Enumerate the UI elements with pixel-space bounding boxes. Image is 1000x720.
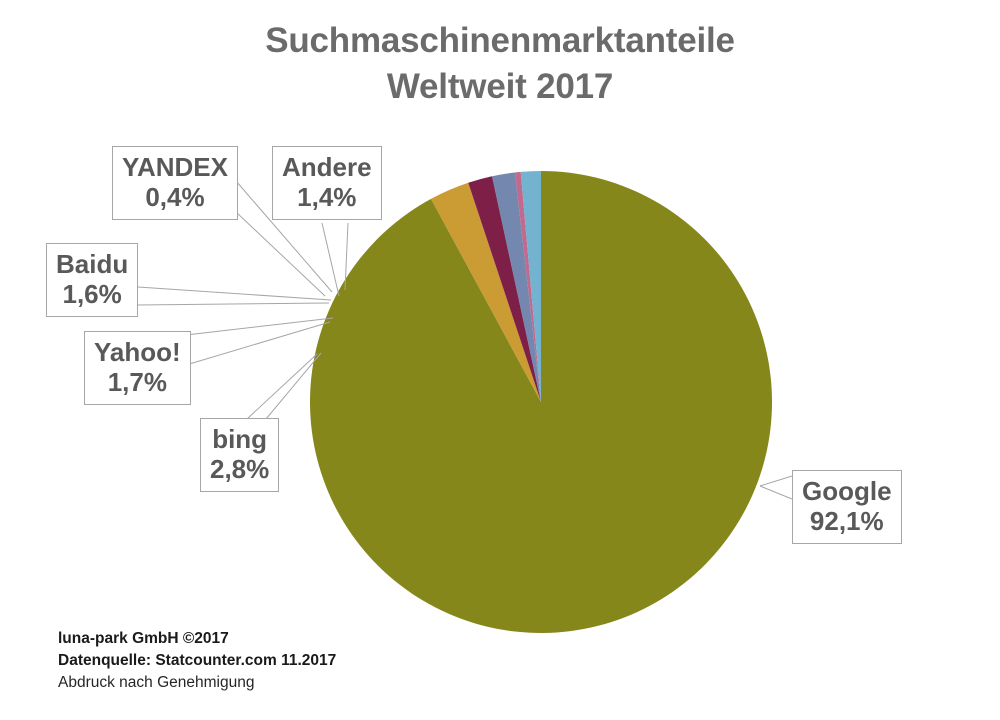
leader-line-bing <box>246 352 322 420</box>
pie-slice-andere[interactable] <box>520 171 541 402</box>
pie-label-google[interactable]: Google 92,1% <box>792 470 902 545</box>
leader-line-google <box>759 475 793 500</box>
leader-line-yahoo <box>185 317 334 366</box>
page-title: Suchmaschinenmarktanteile Weltweit 2017 <box>0 18 1000 109</box>
footer-copyright-text: luna-park GmbH ©2017 <box>58 630 229 647</box>
pie-label-baidu[interactable]: Baidu 1,6% <box>46 243 139 318</box>
pie-label-baidu-value: 1,6% <box>62 279 122 310</box>
footer-datasource: Datenquelle: Statcounter.com 11.2017 <box>58 652 337 669</box>
pie-slice-google[interactable] <box>310 171 773 634</box>
pie-label-yahoo-name: Yahoo! <box>94 337 181 367</box>
pie-slice-yahoo[interactable] <box>468 176 541 402</box>
pie-label-yahoo[interactable]: Yahoo! 1,7% <box>84 331 191 406</box>
pie-label-bing-value: 2,8% <box>210 454 270 485</box>
footer-attribution: luna-park GmbH ©2017 Datenquelle: Statco… <box>58 628 336 694</box>
pie-label-andere[interactable]: Andere 1,4% <box>272 146 382 221</box>
pie-label-bing[interactable]: bing 2,8% <box>200 418 280 493</box>
pie-label-yandex-value: 0,4% <box>145 182 205 213</box>
spellcheck-squiggle-icon <box>58 645 122 649</box>
pie-label-baidu-name: Baidu <box>56 249 129 279</box>
pie-label-google-name: Google <box>802 476 892 506</box>
pie-label-yahoo-value: 1,7% <box>107 367 167 398</box>
pie-slice-bing[interactable] <box>430 182 541 402</box>
pie-label-andere-value: 1,4% <box>297 182 357 213</box>
leader-line-baidu <box>137 286 332 306</box>
title-line-2: Weltweit 2017 <box>386 66 614 106</box>
footer-copyright: luna-park GmbH ©2017 <box>58 628 336 650</box>
pie-label-yandex-name: YANDEX <box>122 152 228 182</box>
pie-label-andere-name: Andere <box>282 152 372 182</box>
title-line-1: Suchmaschinenmarktanteile <box>265 21 735 60</box>
leader-line-andere <box>321 222 349 297</box>
pie-label-google-value: 92,1% <box>809 506 884 537</box>
leader-line-yandex <box>235 180 333 297</box>
pie-slice-baidu[interactable] <box>492 172 541 402</box>
footer-permission: Abdruck nach Genehmigung <box>58 674 255 691</box>
pie-label-yandex[interactable]: YANDEX 0,4% <box>112 146 238 221</box>
pie-slice-yandex[interactable] <box>514 171 541 402</box>
pie-label-bing-name: bing <box>212 424 268 454</box>
